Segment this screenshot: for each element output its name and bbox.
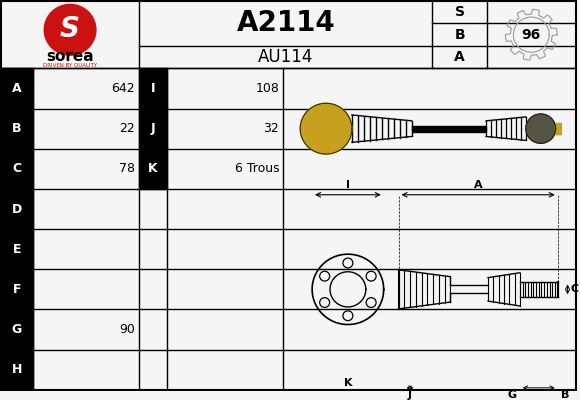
Text: 78: 78 bbox=[119, 162, 135, 175]
Circle shape bbox=[526, 114, 556, 143]
Bar bbox=[139, 108, 167, 149]
Bar bbox=[1, 350, 33, 390]
Text: 96: 96 bbox=[521, 28, 541, 42]
Text: B: B bbox=[561, 390, 569, 400]
Text: A2114: A2114 bbox=[237, 10, 335, 38]
Text: S: S bbox=[455, 5, 465, 19]
Text: I: I bbox=[346, 180, 350, 190]
Text: J: J bbox=[151, 122, 155, 135]
Circle shape bbox=[300, 103, 352, 154]
Text: sorea: sorea bbox=[46, 50, 94, 64]
Text: A: A bbox=[12, 82, 21, 95]
Bar bbox=[1, 149, 33, 189]
Bar bbox=[1, 229, 33, 269]
Text: J: J bbox=[408, 390, 412, 400]
Text: 22: 22 bbox=[119, 122, 135, 135]
Bar bbox=[139, 149, 167, 189]
Text: 108: 108 bbox=[255, 82, 280, 95]
Text: 642: 642 bbox=[111, 82, 135, 95]
Text: 32: 32 bbox=[263, 122, 280, 135]
Bar bbox=[1, 310, 33, 350]
Text: 90: 90 bbox=[119, 323, 135, 336]
Circle shape bbox=[44, 4, 96, 55]
Text: DRIVEN BY QUALITY: DRIVEN BY QUALITY bbox=[43, 62, 97, 68]
Bar bbox=[1, 108, 33, 149]
Text: A: A bbox=[474, 180, 483, 190]
Text: F: F bbox=[13, 283, 21, 296]
Text: 6 Trous: 6 Trous bbox=[235, 162, 280, 175]
Text: E: E bbox=[13, 243, 21, 256]
Text: C: C bbox=[12, 162, 21, 175]
Text: K: K bbox=[344, 378, 352, 388]
Text: B: B bbox=[454, 28, 465, 42]
Bar bbox=[1, 189, 33, 229]
Text: A: A bbox=[454, 50, 465, 64]
Bar bbox=[1, 68, 33, 108]
Text: AU114: AU114 bbox=[258, 48, 313, 66]
Text: I: I bbox=[151, 82, 155, 95]
Text: G: G bbox=[12, 323, 22, 336]
Text: K: K bbox=[148, 162, 158, 175]
Text: D: D bbox=[12, 202, 22, 216]
Text: S: S bbox=[60, 15, 80, 43]
Text: C: C bbox=[571, 284, 579, 294]
Text: B: B bbox=[12, 122, 21, 135]
Bar bbox=[1, 269, 33, 310]
Bar bbox=[139, 68, 167, 108]
Text: G: G bbox=[508, 390, 517, 400]
Text: H: H bbox=[12, 363, 22, 376]
